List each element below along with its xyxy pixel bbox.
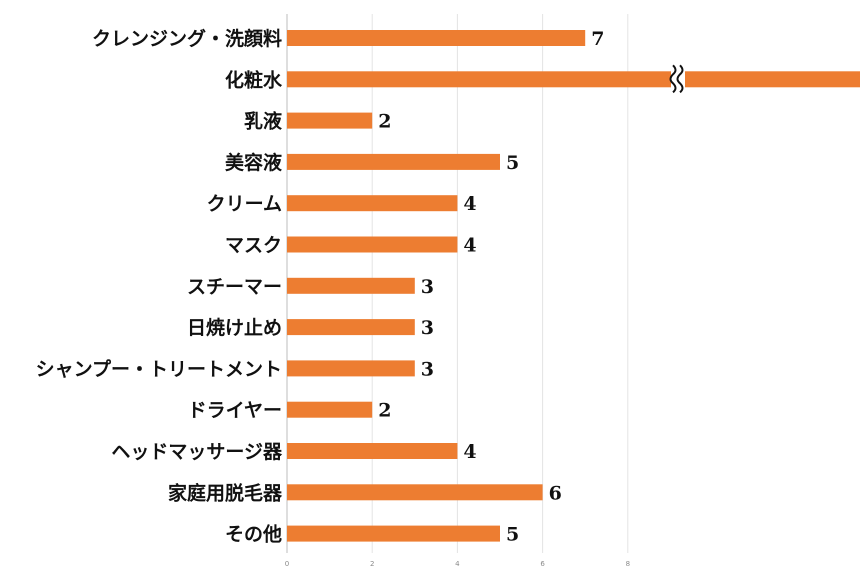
value-label: 4 [463, 235, 476, 257]
axis-break-mark [669, 64, 685, 94]
bar [287, 112, 373, 129]
category-label: 乳液 [244, 110, 283, 133]
value-label: 5 [506, 152, 519, 174]
value-label: 7 [591, 28, 604, 50]
category-label: ドライヤー [188, 400, 282, 422]
bar [287, 30, 586, 46]
category-label: 化粧水 [225, 68, 283, 91]
value-label: 4 [463, 441, 476, 463]
category-label: その他 [225, 523, 282, 546]
bar [287, 525, 500, 542]
x-tick-label: 6 [540, 560, 545, 568]
category-label: 家庭用脱毛器 [168, 481, 283, 504]
bar [287, 236, 458, 253]
x-tick-labels: 024681416 [285, 560, 630, 568]
category-label: マスク [225, 235, 282, 257]
x-tick-label: 4 [455, 560, 460, 568]
bars [287, 30, 860, 542]
bar [287, 360, 415, 377]
value-labels: 71425443332465 [378, 28, 604, 546]
bar [287, 277, 415, 294]
value-label: 3 [421, 276, 434, 298]
bar [287, 484, 543, 501]
axis-break-line [676, 64, 684, 94]
x-tick-label: 0 [285, 560, 289, 568]
value-label: 6 [549, 482, 562, 504]
value-label: 5 [506, 524, 519, 546]
category-label: 美容液 [225, 151, 283, 174]
value-label: 3 [421, 317, 434, 339]
gridlines [286, 14, 629, 553]
bar [287, 319, 415, 336]
category-label: クレンジング・洗顔料 [92, 27, 282, 50]
category-label: シャンプー・トリートメント [36, 357, 282, 380]
category-label: ヘッドマッサージ器 [111, 441, 283, 463]
category-label: 日焼け止め [187, 316, 282, 339]
value-label: 3 [421, 358, 434, 380]
bar [287, 153, 500, 170]
x-tick-label: 2 [370, 560, 374, 568]
value-label: 2 [378, 400, 391, 422]
category-label: スチーマー [187, 276, 282, 298]
x-tick-label: 8 [626, 560, 630, 568]
axis-break-line [669, 64, 677, 94]
value-label: 2 [378, 111, 391, 133]
bar [287, 195, 458, 212]
bar [287, 443, 458, 459]
bar [287, 71, 860, 88]
category-labels: クレンジング・洗顔料化粧水乳液美容液クリームマスクスチーマー日焼け止めシャンプー… [36, 27, 283, 546]
category-label: クリーム [207, 193, 282, 215]
bar [287, 401, 373, 418]
value-label: 4 [463, 193, 476, 215]
